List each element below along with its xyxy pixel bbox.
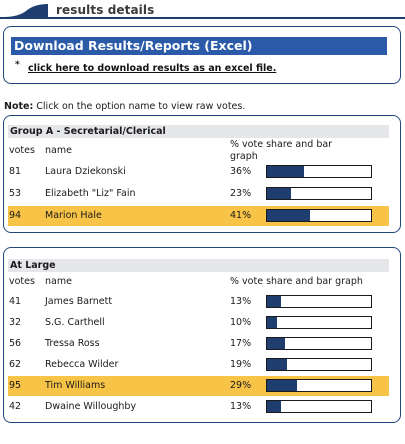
bullet: * bbox=[15, 60, 20, 70]
vote-count: 42 bbox=[9, 401, 22, 412]
option-name-link[interactable]: Elizabeth "Liz" Fain bbox=[45, 188, 136, 199]
page-title: results details bbox=[56, 3, 155, 17]
vote-share-bar-fill bbox=[267, 338, 285, 349]
vote-share-percent: 13% bbox=[230, 296, 252, 307]
vote-share-percent: 19% bbox=[230, 359, 252, 370]
result-row: 32 S.G. Carthell 10% bbox=[8, 313, 389, 333]
option-name-link[interactable]: Rebecca Wilder bbox=[45, 359, 119, 370]
header-rule bbox=[0, 17, 405, 19]
vote-share-percent: 36% bbox=[230, 166, 252, 177]
download-excel-link[interactable]: click here to download results as an exc… bbox=[28, 63, 277, 74]
result-row: 42 Dwaine Willoughby 13% bbox=[8, 397, 389, 417]
vote-count: 94 bbox=[9, 210, 22, 221]
vote-share-bar-fill bbox=[267, 188, 291, 199]
vote-share-bar bbox=[266, 316, 372, 329]
group-title: At Large bbox=[8, 259, 389, 272]
vote-count: 53 bbox=[9, 188, 22, 199]
col-header-share: % vote share and bar graph bbox=[230, 139, 333, 162]
results-panel-group-a: Group A - Secretarial/Clerical votes nam… bbox=[3, 115, 401, 233]
vote-share-percent: 10% bbox=[230, 317, 252, 328]
vote-count: 95 bbox=[9, 380, 22, 391]
group-title: Group A - Secretarial/Clerical bbox=[8, 125, 389, 138]
vote-share-percent: 23% bbox=[230, 188, 252, 199]
col-header-name: name bbox=[45, 276, 72, 287]
results-details-header: results details bbox=[0, 0, 405, 22]
download-panel-title: Download Results/Reports (Excel) bbox=[11, 37, 387, 55]
vote-share-bar bbox=[266, 295, 372, 308]
note-label: Note: bbox=[4, 101, 34, 112]
vote-share-bar bbox=[266, 400, 372, 413]
vote-share-percent: 17% bbox=[230, 338, 252, 349]
result-row: 41 James Barnett 13% bbox=[8, 292, 389, 312]
option-name-link[interactable]: Dwaine Willoughby bbox=[45, 401, 137, 412]
vote-count: 56 bbox=[9, 338, 22, 349]
vote-count: 32 bbox=[9, 317, 22, 328]
note-text: Click on the option name to view raw vot… bbox=[33, 101, 246, 112]
results-panel-at-large: At Large votes name % vote share and bar… bbox=[3, 247, 401, 423]
option-name-link[interactable]: Laura Dziekonski bbox=[45, 166, 126, 177]
vote-share-bar bbox=[266, 337, 372, 350]
option-name-link[interactable]: Marion Hale bbox=[45, 210, 102, 221]
col-header-name: name bbox=[45, 145, 72, 156]
vote-count: 62 bbox=[9, 359, 22, 370]
option-name-link[interactable]: Tim Williams bbox=[45, 380, 106, 391]
result-row: 53 Elizabeth "Liz" Fain 23% bbox=[8, 184, 389, 204]
tab-shape-icon bbox=[4, 3, 94, 17]
result-row: 56 Tressa Ross 17% bbox=[8, 334, 389, 354]
col-header-share: % vote share and bar graph bbox=[230, 276, 363, 287]
col-header-votes: votes bbox=[9, 276, 35, 287]
vote-share-bar-fill bbox=[267, 380, 298, 391]
vote-share-bar bbox=[266, 358, 372, 371]
vote-share-bar bbox=[266, 187, 372, 200]
result-row-winner: 95 Tim Williams 29% bbox=[8, 376, 389, 396]
option-name-link[interactable]: S.G. Carthell bbox=[45, 317, 105, 328]
vote-share-bar-fill bbox=[267, 317, 278, 328]
note: Note: Click on the option name to view r… bbox=[4, 101, 245, 112]
vote-share-bar-fill bbox=[267, 210, 310, 221]
vote-share-bar-fill bbox=[267, 359, 287, 370]
vote-share-bar bbox=[266, 165, 372, 178]
option-name-link[interactable]: James Barnett bbox=[45, 296, 113, 307]
result-row: 62 Rebecca Wilder 19% bbox=[8, 355, 389, 375]
vote-share-bar-fill bbox=[267, 401, 281, 412]
vote-share-bar bbox=[266, 209, 372, 222]
vote-count: 81 bbox=[9, 166, 22, 177]
vote-share-bar bbox=[266, 379, 372, 392]
result-row: 81 Laura Dziekonski 36% bbox=[8, 162, 389, 182]
vote-share-percent: 41% bbox=[230, 210, 252, 221]
vote-share-percent: 29% bbox=[230, 380, 252, 391]
result-row-winner: 94 Marion Hale 41% bbox=[8, 206, 389, 226]
vote-share-percent: 13% bbox=[230, 401, 252, 412]
download-panel: Download Results/Reports (Excel) * click… bbox=[3, 26, 401, 84]
option-name-link[interactable]: Tressa Ross bbox=[45, 338, 100, 349]
vote-count: 41 bbox=[9, 296, 22, 307]
col-header-votes: votes bbox=[9, 145, 35, 156]
vote-share-bar-fill bbox=[267, 296, 281, 307]
vote-share-bar-fill bbox=[267, 166, 305, 177]
